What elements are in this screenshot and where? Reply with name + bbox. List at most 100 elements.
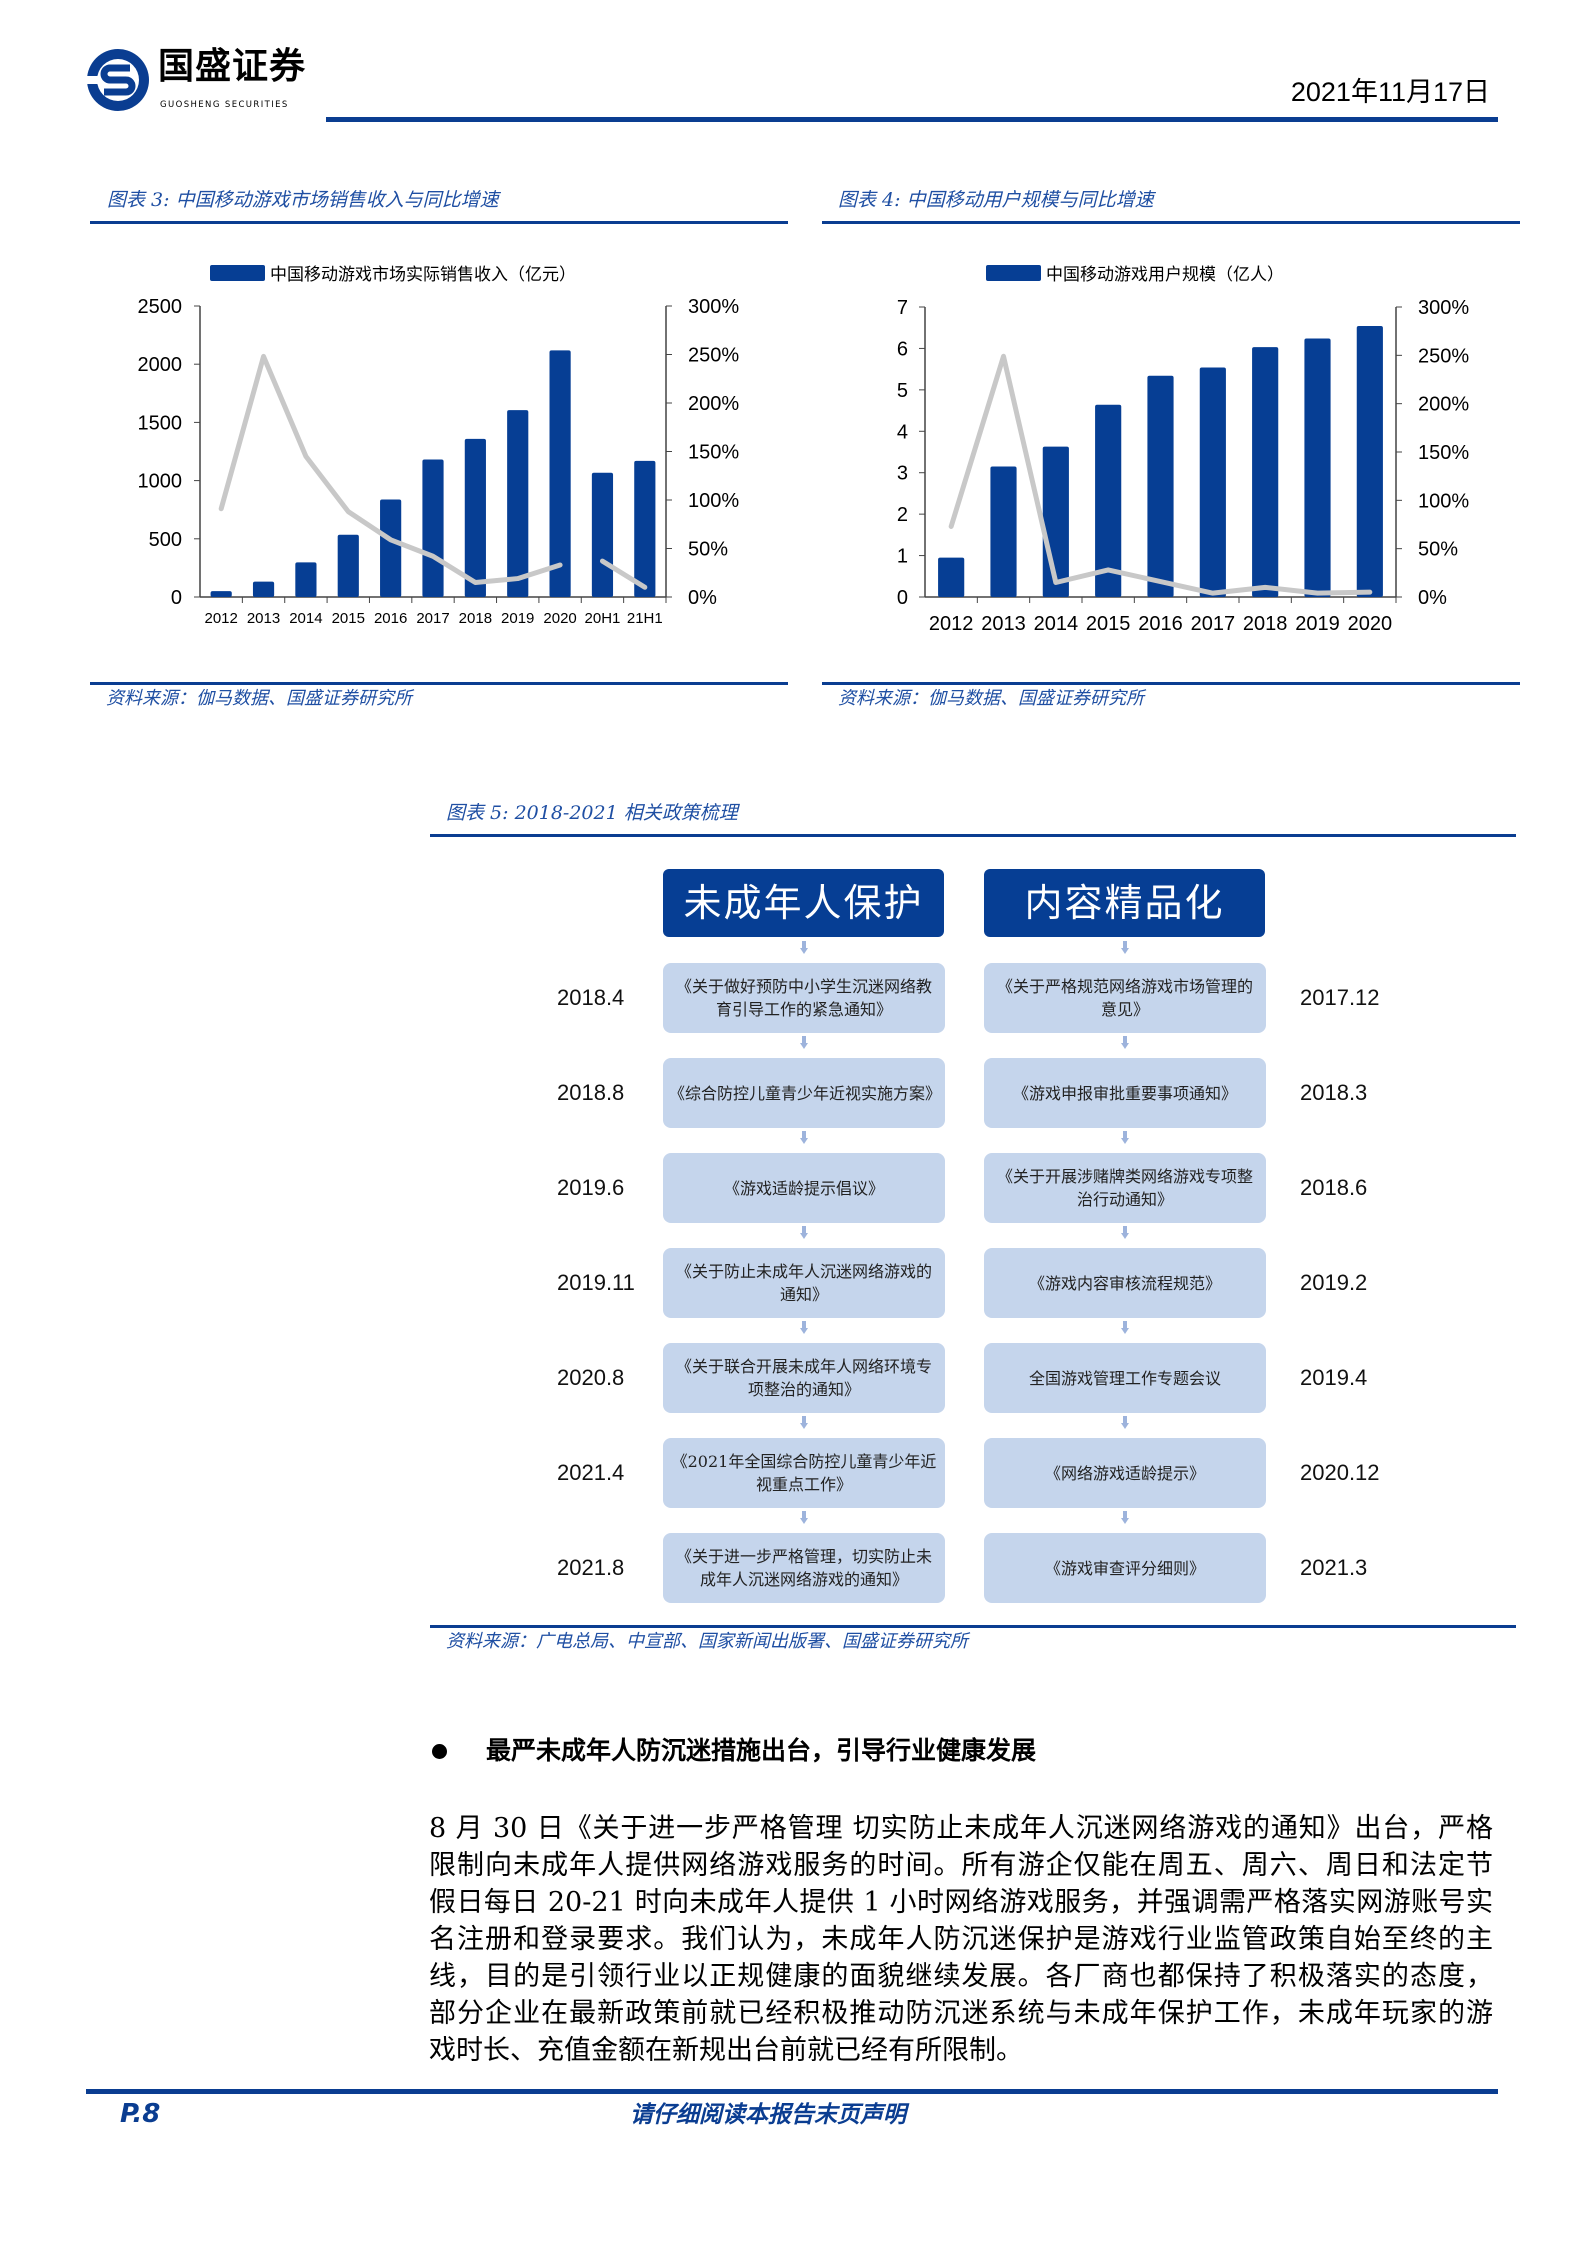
bullet-icon (432, 1744, 447, 1759)
left-policy-box: 《关于联合开展未成年人网络环境专项整治的通知》 (663, 1343, 945, 1413)
left-policy-date: 2018.8 (557, 1080, 625, 1105)
bar-2020 (549, 350, 571, 597)
right-policy-box: 《关于开展涉赌牌类网络游戏专项整治行动通知》 (984, 1153, 1266, 1223)
paragraph-line: 限制向未成年人提供网络游戏服务的时间。所有游企仅能在周五、周六、周日和法定节 (429, 1850, 1493, 1881)
figure3-top-rule (90, 221, 788, 224)
right-tick-label: 200% (688, 393, 739, 415)
bar-2017 (422, 459, 444, 597)
bar-2012 (938, 557, 965, 597)
x-tick-label: 2017 (1191, 613, 1236, 635)
figure3-chart: 0 500 1000 1500 2000 2500 0% 50% 100% 150% 200% 250… (138, 265, 739, 627)
logo-text-cn: 国盛证券 (158, 46, 307, 87)
right-tick-label: 150% (1418, 442, 1469, 464)
company-logo: 国盛证券 GUOSHENG SECURITIES (86, 46, 326, 116)
x-tick-label: 2019 (501, 610, 534, 627)
header-rule (326, 117, 1498, 122)
bar-2016 (380, 499, 402, 597)
figure5-bottom-rule (430, 1625, 1516, 1628)
right-policy-box: 《游戏审查评分细则》 (984, 1533, 1266, 1603)
figure5-top-rule (430, 834, 1516, 837)
right-policy-box: 《游戏申报审批重要事项通知》 (984, 1058, 1266, 1128)
down-arrow-icon (1121, 1226, 1129, 1240)
right-tick-label: 250% (688, 345, 739, 367)
body-paragraph: 8 月 30 日《关于进一步严格管理 切实防止未成年人沉迷网络游戏的通知》出台，… (429, 1810, 1493, 2069)
x-tick-label: 2014 (289, 610, 322, 627)
x-tick-label: 2012 (204, 610, 237, 627)
x-tick-label: 2013 (247, 610, 280, 627)
minor-protection-header: 未成年人保护 (663, 869, 944, 937)
logo-text-en: GUOSHENG SECURITIES (160, 100, 289, 110)
down-arrow-icon (800, 1511, 808, 1525)
left-policy-date: 2021.8 (557, 1555, 625, 1580)
paragraph-line: 戏时长、充值金额在新规出台前就已经有所限制。 (429, 2035, 1023, 2066)
right-tick-label: 50% (1418, 539, 1458, 561)
left-tick-label: 1500 (138, 412, 183, 434)
left-tick-label: 1000 (138, 471, 183, 493)
x-tick-label: 2019 (1295, 613, 1340, 635)
right-policy-date: 2019.2 (1300, 1270, 1368, 1295)
right-policy-date: 2019.4 (1300, 1365, 1368, 1390)
figure4-title: 图表 4: 中国移动用户规模与同比增速 (838, 189, 1154, 211)
bar-2018 (464, 438, 486, 597)
figure4-source: 资料来源：伽马数据、国盛证券研究所 (838, 688, 1144, 709)
paragraph-line: 假日每日 20-21 时向未成年人提供 1 小时网络游戏服务，并强调需严格落实网… (429, 1887, 1493, 1918)
left-tick-label: 2500 (138, 296, 183, 318)
left-tick-label: 2000 (138, 354, 183, 376)
right-policy-date: 2018.6 (1300, 1175, 1368, 1200)
footer-rule (86, 2089, 1498, 2094)
legend-swatch (986, 265, 1041, 281)
left-tick-label: 0 (897, 587, 908, 609)
bar-21H1 (634, 460, 656, 597)
down-arrow-icon (800, 1321, 808, 1335)
left-policy-box: 《关于防止未成年人沉迷网络游戏的通知》 (663, 1248, 945, 1318)
paragraph-line: 8 月 30 日《关于进一步严格管理 切实防止未成年人沉迷网络游戏的通知》出台，… (429, 1813, 1493, 1844)
right-policy-box: 《网络游戏适龄提示》 (984, 1438, 1266, 1508)
down-arrow-icon (800, 1131, 808, 1145)
down-arrow-icon (1121, 941, 1129, 955)
figure4-bottom-rule (822, 682, 1520, 685)
figure3-source: 资料来源：伽马数据、国盛证券研究所 (106, 688, 412, 709)
x-tick-label: 2014 (1034, 613, 1079, 635)
page-number: P.8 (120, 2099, 161, 2129)
x-tick-label: 2020 (543, 610, 576, 627)
bar-2014 (295, 562, 317, 597)
right-tick-label: 200% (1418, 394, 1469, 416)
content-quality-header: 内容精品化 (984, 869, 1265, 937)
right-policy-date: 2017.12 (1300, 985, 1380, 1010)
x-tick-label: 2012 (929, 613, 974, 635)
right-tick-label: 300% (688, 296, 739, 318)
x-tick-label: 20H1 (585, 610, 621, 627)
right-tick-label: 100% (1418, 490, 1469, 512)
left-tick-label: 500 (149, 529, 182, 551)
paragraph-line: 名注册和登录要求。我们认为，未成年人防沉迷保护是游戏行业监管政策自始至终的主 (429, 1924, 1493, 1955)
report-date: 2021年11月17日 (1290, 77, 1490, 107)
right-policy-date: 2018.3 (1300, 1080, 1368, 1105)
right-tick-label: 250% (1418, 345, 1469, 367)
bar-2017 (1199, 367, 1226, 597)
bar-2015 (337, 534, 359, 597)
left-tick-label: 0 (171, 587, 182, 609)
right-policy-date: 2020.12 (1300, 1460, 1380, 1485)
left-policy-box: 《关于做好预防中小学生沉迷网络教育引导工作的紧急通知》 (663, 963, 945, 1033)
bar-2020 (1356, 326, 1383, 597)
down-arrow-icon (1121, 1036, 1129, 1050)
right-tick-label: 150% (688, 442, 739, 464)
bar-2019 (1304, 338, 1331, 597)
x-tick-label: 2018 (459, 610, 492, 627)
bar-2012 (210, 591, 232, 597)
x-tick-label: 2015 (1086, 613, 1131, 635)
figure3-bottom-rule (90, 682, 788, 685)
bar-2016 (1147, 375, 1174, 597)
down-arrow-icon (800, 1416, 808, 1430)
left-policy-date: 2020.8 (557, 1365, 625, 1390)
left-tick-label: 1 (897, 546, 908, 568)
figure5-source: 资料来源：广电总局、中宣部、国家新闻出版署、国盛证券研究所 (446, 1631, 968, 1652)
legend-label: 中国移动游戏用户规模（亿人） (1046, 265, 1284, 284)
left-policy-date: 2021.4 (557, 1460, 625, 1485)
figure5-title: 图表 5: 2018-2021 相关政策梳理 (446, 802, 738, 824)
bar-2013 (990, 466, 1017, 597)
left-tick-label: 4 (897, 421, 908, 443)
bar-2013 (252, 581, 275, 597)
legend-swatch (210, 265, 265, 281)
left-policy-box: 《关于进一步严格管理，切实防止未成年人沉迷网络游戏的通知》 (663, 1533, 945, 1603)
